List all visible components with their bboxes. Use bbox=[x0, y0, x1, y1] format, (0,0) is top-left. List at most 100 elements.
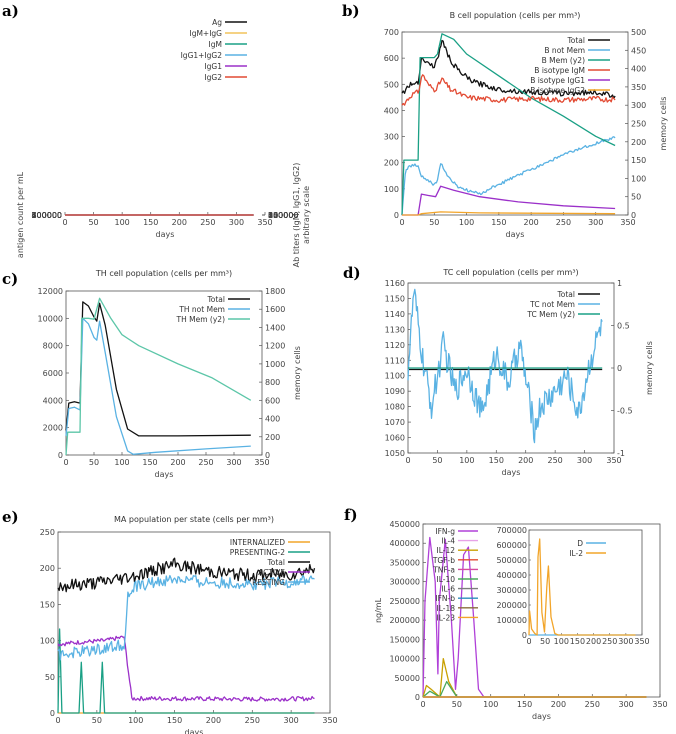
legend-label: IgG2 bbox=[204, 73, 222, 82]
panel-label: a) bbox=[2, 2, 19, 20]
y2-tick-label: 50 bbox=[631, 193, 641, 202]
x-tick-label: 250 bbox=[200, 218, 215, 227]
y2-tick-label: 600 bbox=[265, 396, 280, 405]
y2-tick-label: 400 bbox=[265, 415, 280, 424]
legend-label: B not Mem bbox=[544, 46, 585, 55]
y2-tick-label: 800 bbox=[265, 378, 280, 387]
x-tick-label: 350 bbox=[257, 218, 272, 227]
y2-tick-label: 1400 bbox=[265, 323, 285, 332]
y2-tick-label: 0.5 bbox=[617, 322, 630, 331]
legend-label: B Mem (y2) bbox=[542, 56, 585, 65]
inset-x-tick-label: 350 bbox=[634, 637, 649, 646]
y-tick-label: 6000 bbox=[43, 369, 63, 378]
x-axis-label: days bbox=[155, 470, 174, 479]
x-tick-label: 250 bbox=[245, 716, 260, 725]
y-tick-label: 1130 bbox=[385, 325, 405, 334]
inset-x-tick-label: 200 bbox=[586, 637, 601, 646]
panel-c: c) TH cell population (cells per mm³) 0 50 1… bbox=[2, 269, 302, 479]
series-line-presenting-2 bbox=[57, 628, 315, 714]
y-tick-label: 600 bbox=[384, 54, 399, 63]
y2-tick-label: 400 bbox=[631, 65, 646, 74]
x-tick-label: 250 bbox=[548, 456, 563, 465]
inset-chart: 0 50 100 150 200 250 300 350 0 100000 200000 300000… bbox=[489, 526, 650, 649]
legend-label: TGF-b bbox=[432, 556, 455, 565]
series-line-b-isotype-igm bbox=[401, 74, 616, 106]
y2-axis-label: memory cells bbox=[645, 341, 654, 395]
x-tick-label: 300 bbox=[284, 716, 299, 725]
y-tick-label: 1080 bbox=[385, 403, 405, 412]
x-axis-label: days bbox=[506, 230, 525, 239]
legend-label: INTERNALIZED bbox=[230, 538, 285, 547]
y-tick-label: 0 bbox=[415, 693, 420, 702]
x-tick-label: 50 bbox=[89, 458, 99, 467]
legend-label: IFN-g bbox=[435, 527, 455, 536]
legend-label: IFN-b bbox=[435, 594, 455, 603]
panel-title: B cell population (cells per mm³) bbox=[450, 11, 581, 20]
y2-tick-label: 1000 bbox=[265, 360, 285, 369]
x-tick-label: 150 bbox=[142, 458, 157, 467]
y2-tick-label: 1800 bbox=[265, 287, 285, 296]
legend-label: Total bbox=[566, 36, 585, 45]
x-tick-label: 50 bbox=[432, 456, 442, 465]
y-tick-label: 700 bbox=[384, 28, 399, 37]
inset-background bbox=[489, 526, 648, 649]
y-tick-label: 400 bbox=[384, 106, 399, 115]
x-tick-label: 350 bbox=[620, 218, 635, 227]
legend-label: IL-10 bbox=[436, 575, 455, 584]
y2-axis-label: Ab titers (IgM, IgG1, IgG2) bbox=[292, 163, 301, 268]
x-tick-label: 50 bbox=[92, 716, 102, 725]
x-tick-label: 150 bbox=[167, 716, 182, 725]
x-tick-label: 100 bbox=[114, 458, 129, 467]
series-line-active bbox=[57, 635, 315, 702]
inset-x-tick-label: 100 bbox=[554, 637, 569, 646]
legend-label: Total bbox=[556, 290, 575, 299]
x-tick-label: 300 bbox=[588, 218, 603, 227]
x-tick-label: 0 bbox=[405, 456, 410, 465]
y2-tick-label: -1 bbox=[617, 449, 625, 458]
x-tick-label: 100 bbox=[459, 218, 474, 227]
y2-tick-label: 100 bbox=[631, 174, 646, 183]
y-tick-label: 1060 bbox=[385, 434, 405, 443]
y-tick-label: 200000 bbox=[389, 616, 420, 625]
y2-tick-label: 1200 bbox=[265, 342, 285, 351]
y-tick-label: 1100 bbox=[385, 372, 405, 381]
legend-label: B isotype IgG1 bbox=[530, 76, 585, 85]
y2-tick-label: 200 bbox=[631, 138, 646, 147]
panel-title: MA population per state (cells per mm³) bbox=[114, 515, 274, 524]
y-tick-label: 500 bbox=[384, 80, 399, 89]
y2-tick-label: 250 bbox=[631, 120, 646, 129]
legend-label: ACTIVE bbox=[258, 568, 285, 577]
inset-x-tick-label: 150 bbox=[570, 637, 585, 646]
x-axis-label: days bbox=[185, 728, 204, 734]
x-tick-label: 200 bbox=[172, 218, 187, 227]
x-tick-label: 300 bbox=[226, 458, 241, 467]
series-line-th-mem-y2- bbox=[65, 297, 252, 456]
y-tick-label: 700000 bbox=[31, 211, 62, 220]
y2-axis-label: memory cells bbox=[659, 97, 668, 151]
y2-tick-label: 0 bbox=[631, 211, 636, 220]
panel-title: TH cell population (cells per mm³) bbox=[95, 269, 232, 278]
inset-x-tick-label: 250 bbox=[602, 637, 617, 646]
inset-y-tick-label: 400000 bbox=[496, 571, 527, 580]
x-tick-label: 200 bbox=[170, 458, 185, 467]
panel-b: b) B cell population (cells per mm³) 0 50 10… bbox=[342, 2, 668, 239]
y-tick-label: 4000 bbox=[43, 396, 63, 405]
y2-tick-label: 350 bbox=[631, 83, 646, 92]
legend-label: IgG1+IgG2 bbox=[181, 51, 223, 60]
inset-y-tick-label: 600000 bbox=[496, 541, 527, 550]
y-tick-label: 300000 bbox=[31, 211, 62, 220]
legend-label: IgG1 bbox=[204, 62, 222, 71]
y2-tick-label: 100000 bbox=[268, 211, 299, 220]
y-tick-label: 1150 bbox=[385, 294, 405, 303]
x-axis-label: days bbox=[532, 712, 551, 721]
y-tick-label: 1120 bbox=[385, 341, 405, 350]
series-line-b-mem-y2- bbox=[401, 33, 616, 216]
y2-axis-label: memory cells bbox=[293, 346, 302, 400]
legend-label: D bbox=[577, 539, 583, 548]
series-line-total bbox=[401, 39, 616, 99]
y-tick-label: 100 bbox=[384, 185, 399, 194]
y-tick-label: 0 bbox=[50, 709, 55, 718]
legend-label: B isotype IgM bbox=[534, 66, 585, 75]
panel-f: f)0 50 100 150 200 250 300 35005000010000015000… bbox=[344, 506, 668, 721]
